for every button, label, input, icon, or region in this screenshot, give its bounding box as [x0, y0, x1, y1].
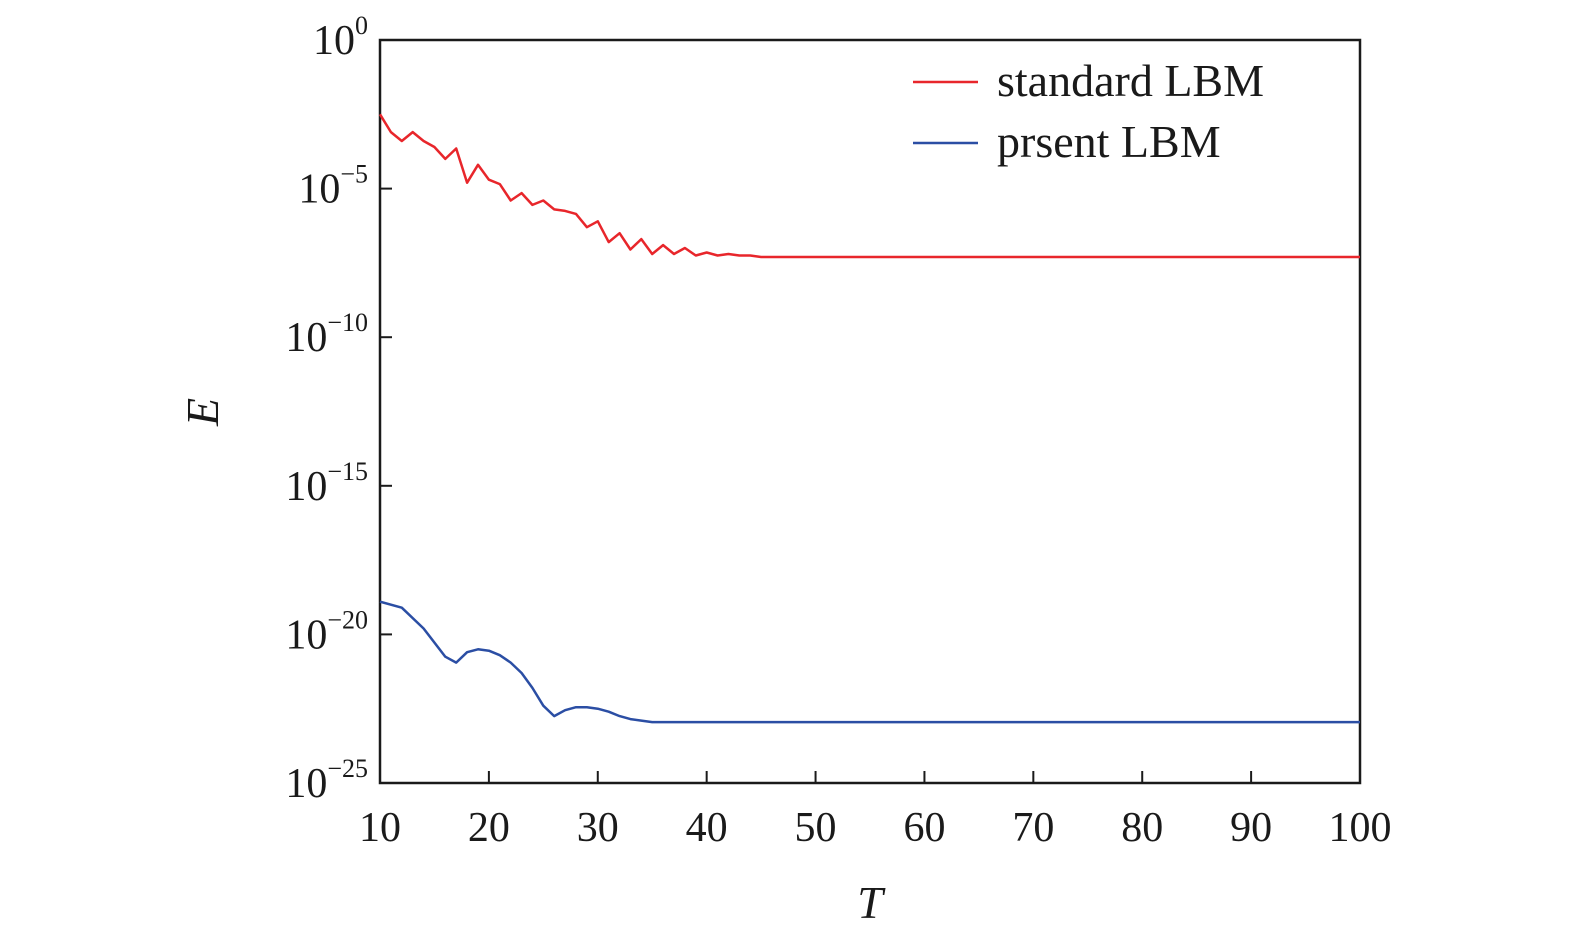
series-line-prsent-lbm [379, 600, 1360, 724]
x-tick-label: 60 [903, 805, 945, 851]
x-tick-label: 70 [1012, 805, 1054, 851]
legend-label-prsent-lbm: prsent LBM [997, 116, 1221, 167]
x-tick-label: 100 [1329, 805, 1392, 851]
x-tick-label: 50 [795, 805, 837, 851]
x-tick-label: 20 [468, 805, 510, 851]
x-axis-ticks: 10 20 30 40 50 60 70 80 90 100 [359, 771, 1392, 851]
y-axis-ticks: 100 10−5 10−10 10−15 10−20 10−25 [285, 11, 392, 807]
legend-label-standard-lbm: standard LBM [997, 55, 1264, 106]
x-tick-label: 40 [686, 805, 728, 851]
y-tick-label: 10−5 [298, 160, 368, 213]
x-tick-label: 80 [1121, 805, 1163, 851]
series-line-standard-lbm [378, 113, 1360, 259]
x-tick-label: 30 [577, 805, 619, 851]
x-axis-title: T [857, 877, 886, 928]
y-tick-label: 10−25 [285, 754, 368, 807]
series-lines [378, 113, 1360, 724]
legend: standard LBM prsent LBM [913, 55, 1264, 167]
x-tick-label: 10 [359, 805, 401, 851]
y-tick-label: 100 [313, 11, 368, 64]
y-tick-label: 10−15 [285, 457, 368, 510]
x-tick-label: 90 [1230, 805, 1272, 851]
y-tick-label: 10−20 [285, 605, 368, 658]
y-axis-title: E [177, 398, 228, 427]
y-tick-label: 10−10 [285, 308, 368, 361]
plot-frame [378, 38, 1362, 785]
